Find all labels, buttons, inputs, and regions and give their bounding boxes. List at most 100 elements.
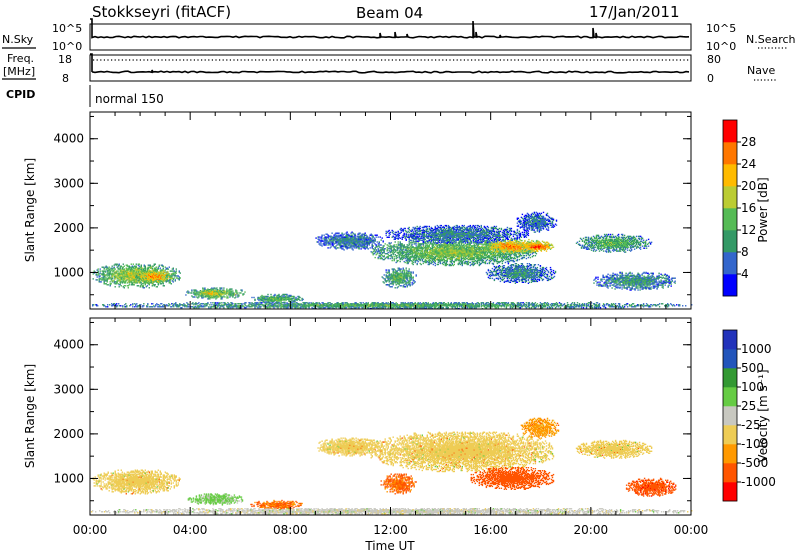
velocity-colorbar-tick: 25 — [741, 399, 756, 413]
velocity-colorbar-swatch — [723, 330, 737, 350]
nsky-tick-bottom: 10^0 — [52, 40, 82, 53]
freq-tick-top: 18 — [58, 53, 72, 66]
velocity-ylabel: Slant Range [km] — [23, 364, 37, 468]
velocity-colorbar-swatch — [723, 349, 737, 369]
power-colorbar-tick: 16 — [741, 201, 756, 215]
velocity-region-9 — [625, 477, 677, 497]
power-colorbar-tick: 8 — [741, 245, 749, 259]
power-colorbar-tick: 24 — [741, 157, 756, 171]
velocity-colorbar-tick: 500 — [741, 361, 764, 375]
beam-title: Beam 04 — [356, 4, 423, 22]
velocity-colorbar-tick: -1000 — [741, 475, 776, 489]
power-region-10 — [516, 211, 558, 233]
freq-trace — [90, 53, 690, 74]
velocity-colorbar-swatch — [723, 406, 737, 426]
power-colorbar-swatch — [723, 274, 737, 297]
nsearch-tick-bottom: 10^0 — [706, 40, 736, 53]
power-region-8 — [521, 240, 555, 253]
nave-label: Nave — [747, 64, 775, 77]
ytick-label: 3000 — [53, 176, 84, 190]
velocity-axes: 1000 2000 3000 4000 00:00 04:00 08:00 12:00 16:0… — [53, 318, 708, 537]
nsky-tick-top: 10^5 — [52, 22, 82, 35]
xtick-label: 08:00 — [273, 523, 308, 537]
freq-label: Freq. — [7, 52, 34, 65]
freq-tick-bottom: 8 — [62, 72, 69, 85]
power-colorbar-swatch — [723, 230, 737, 253]
velocity-region-10 — [91, 508, 693, 516]
power-axes: 1000 2000 3000 4000 — [53, 112, 692, 309]
x-axis-label: Time UT — [364, 539, 415, 553]
freq-panel-frame — [89, 54, 692, 82]
velocity-colorbar-swatch — [723, 387, 737, 407]
power-colorbar-tick: 4 — [741, 267, 749, 281]
power-region-11 — [381, 267, 417, 289]
velocity-colorbar-label: Velocity [m s⁻¹] — [756, 369, 770, 462]
ytick-label: 2000 — [53, 221, 84, 235]
velocity-colorbar-swatch — [723, 425, 737, 445]
velocity-region-0 — [92, 469, 181, 495]
nsky-trace — [90, 18, 690, 39]
ytick-label: 1000 — [53, 265, 84, 279]
station-title: Stokkseyri (fitACF) — [92, 3, 231, 21]
power-region-14 — [593, 271, 676, 291]
velocity-colorbar-swatch — [723, 368, 737, 388]
date-title: 17/Jan/2011 — [589, 3, 680, 21]
power-colorbar-swatch — [723, 252, 737, 275]
velocity-colorbar-swatch — [723, 482, 737, 502]
xtick-label: 16:00 — [473, 523, 508, 537]
velocity-colorbar-tick: 1000 — [741, 342, 772, 356]
power-region-13 — [575, 233, 653, 253]
ytick-label: 2000 — [53, 427, 84, 441]
power-panel: 1000 2000 3000 4000 Slant Range [km] — [23, 111, 693, 310]
velocity-colorbar-swatch — [723, 444, 737, 464]
ytick-label: 4000 — [53, 132, 84, 146]
power-colorbar-swatch — [723, 164, 737, 187]
ytick-label: 4000 — [53, 338, 84, 352]
nsky-panel-frame — [89, 23, 692, 51]
velocity-colorbar-swatch — [723, 463, 737, 483]
cpid-label: CPID — [6, 88, 35, 101]
velocity-colorbar-tick: -500 — [741, 456, 768, 470]
power-data — [92, 211, 693, 310]
power-region-15 — [92, 302, 693, 310]
velocity-region-4 — [370, 431, 555, 473]
nave-tick-bottom: 0 — [707, 72, 714, 85]
velocity-region-6 — [520, 417, 560, 439]
power-region-1 — [135, 269, 174, 283]
power-colorbar-swatch — [723, 120, 737, 143]
freq-unit: [MHz] — [3, 65, 35, 78]
velocity-region-5 — [470, 467, 555, 490]
power-region-4 — [251, 293, 304, 305]
power-region-9 — [385, 224, 530, 244]
velocity-panel: 1000 2000 3000 4000 00:00 04:00 08:00 12:00 16:0… — [23, 317, 708, 537]
ytick-label: 3000 — [53, 382, 84, 396]
power-region-12 — [485, 263, 557, 284]
velocity-colorbar-tick: 100 — [741, 380, 764, 394]
power-region-2 — [185, 287, 246, 300]
xtick-label: 12:00 — [373, 523, 408, 537]
xtick-label: 04:00 — [173, 523, 208, 537]
xtick-label: 00:00 — [674, 523, 709, 537]
power-colorbar-tick: 20 — [741, 179, 756, 193]
power-region-3 — [197, 289, 224, 299]
velocity-colorbar-tick: -100 — [741, 437, 768, 451]
velocity-colorbar-tick: -25 — [741, 418, 761, 432]
ytick-label: 1000 — [53, 471, 84, 485]
velocity-data — [91, 417, 693, 516]
power-colorbar-label: Power [dB] — [756, 177, 770, 242]
power-colorbar-swatch — [723, 208, 737, 231]
nsearch-tick-top: 10^5 — [706, 22, 736, 35]
power-ylabel: Slant Range [km] — [23, 158, 37, 262]
cpid-value: normal 150 — [95, 92, 164, 106]
power-colorbar-tick: 12 — [741, 223, 756, 237]
power-region-5 — [315, 231, 384, 251]
power-colorbar-tick: 28 — [741, 135, 756, 149]
velocity-region-3 — [317, 437, 384, 457]
xtick-label: 20:00 — [574, 523, 609, 537]
power-colorbar-swatch — [723, 186, 737, 209]
power-colorbar-swatch — [723, 142, 737, 165]
power-colorbar: 4 8 12 16 20 24 28 — [722, 119, 756, 297]
nave-tick-top: 80 — [707, 53, 721, 66]
nsearch-label: N.Search — [746, 33, 796, 46]
